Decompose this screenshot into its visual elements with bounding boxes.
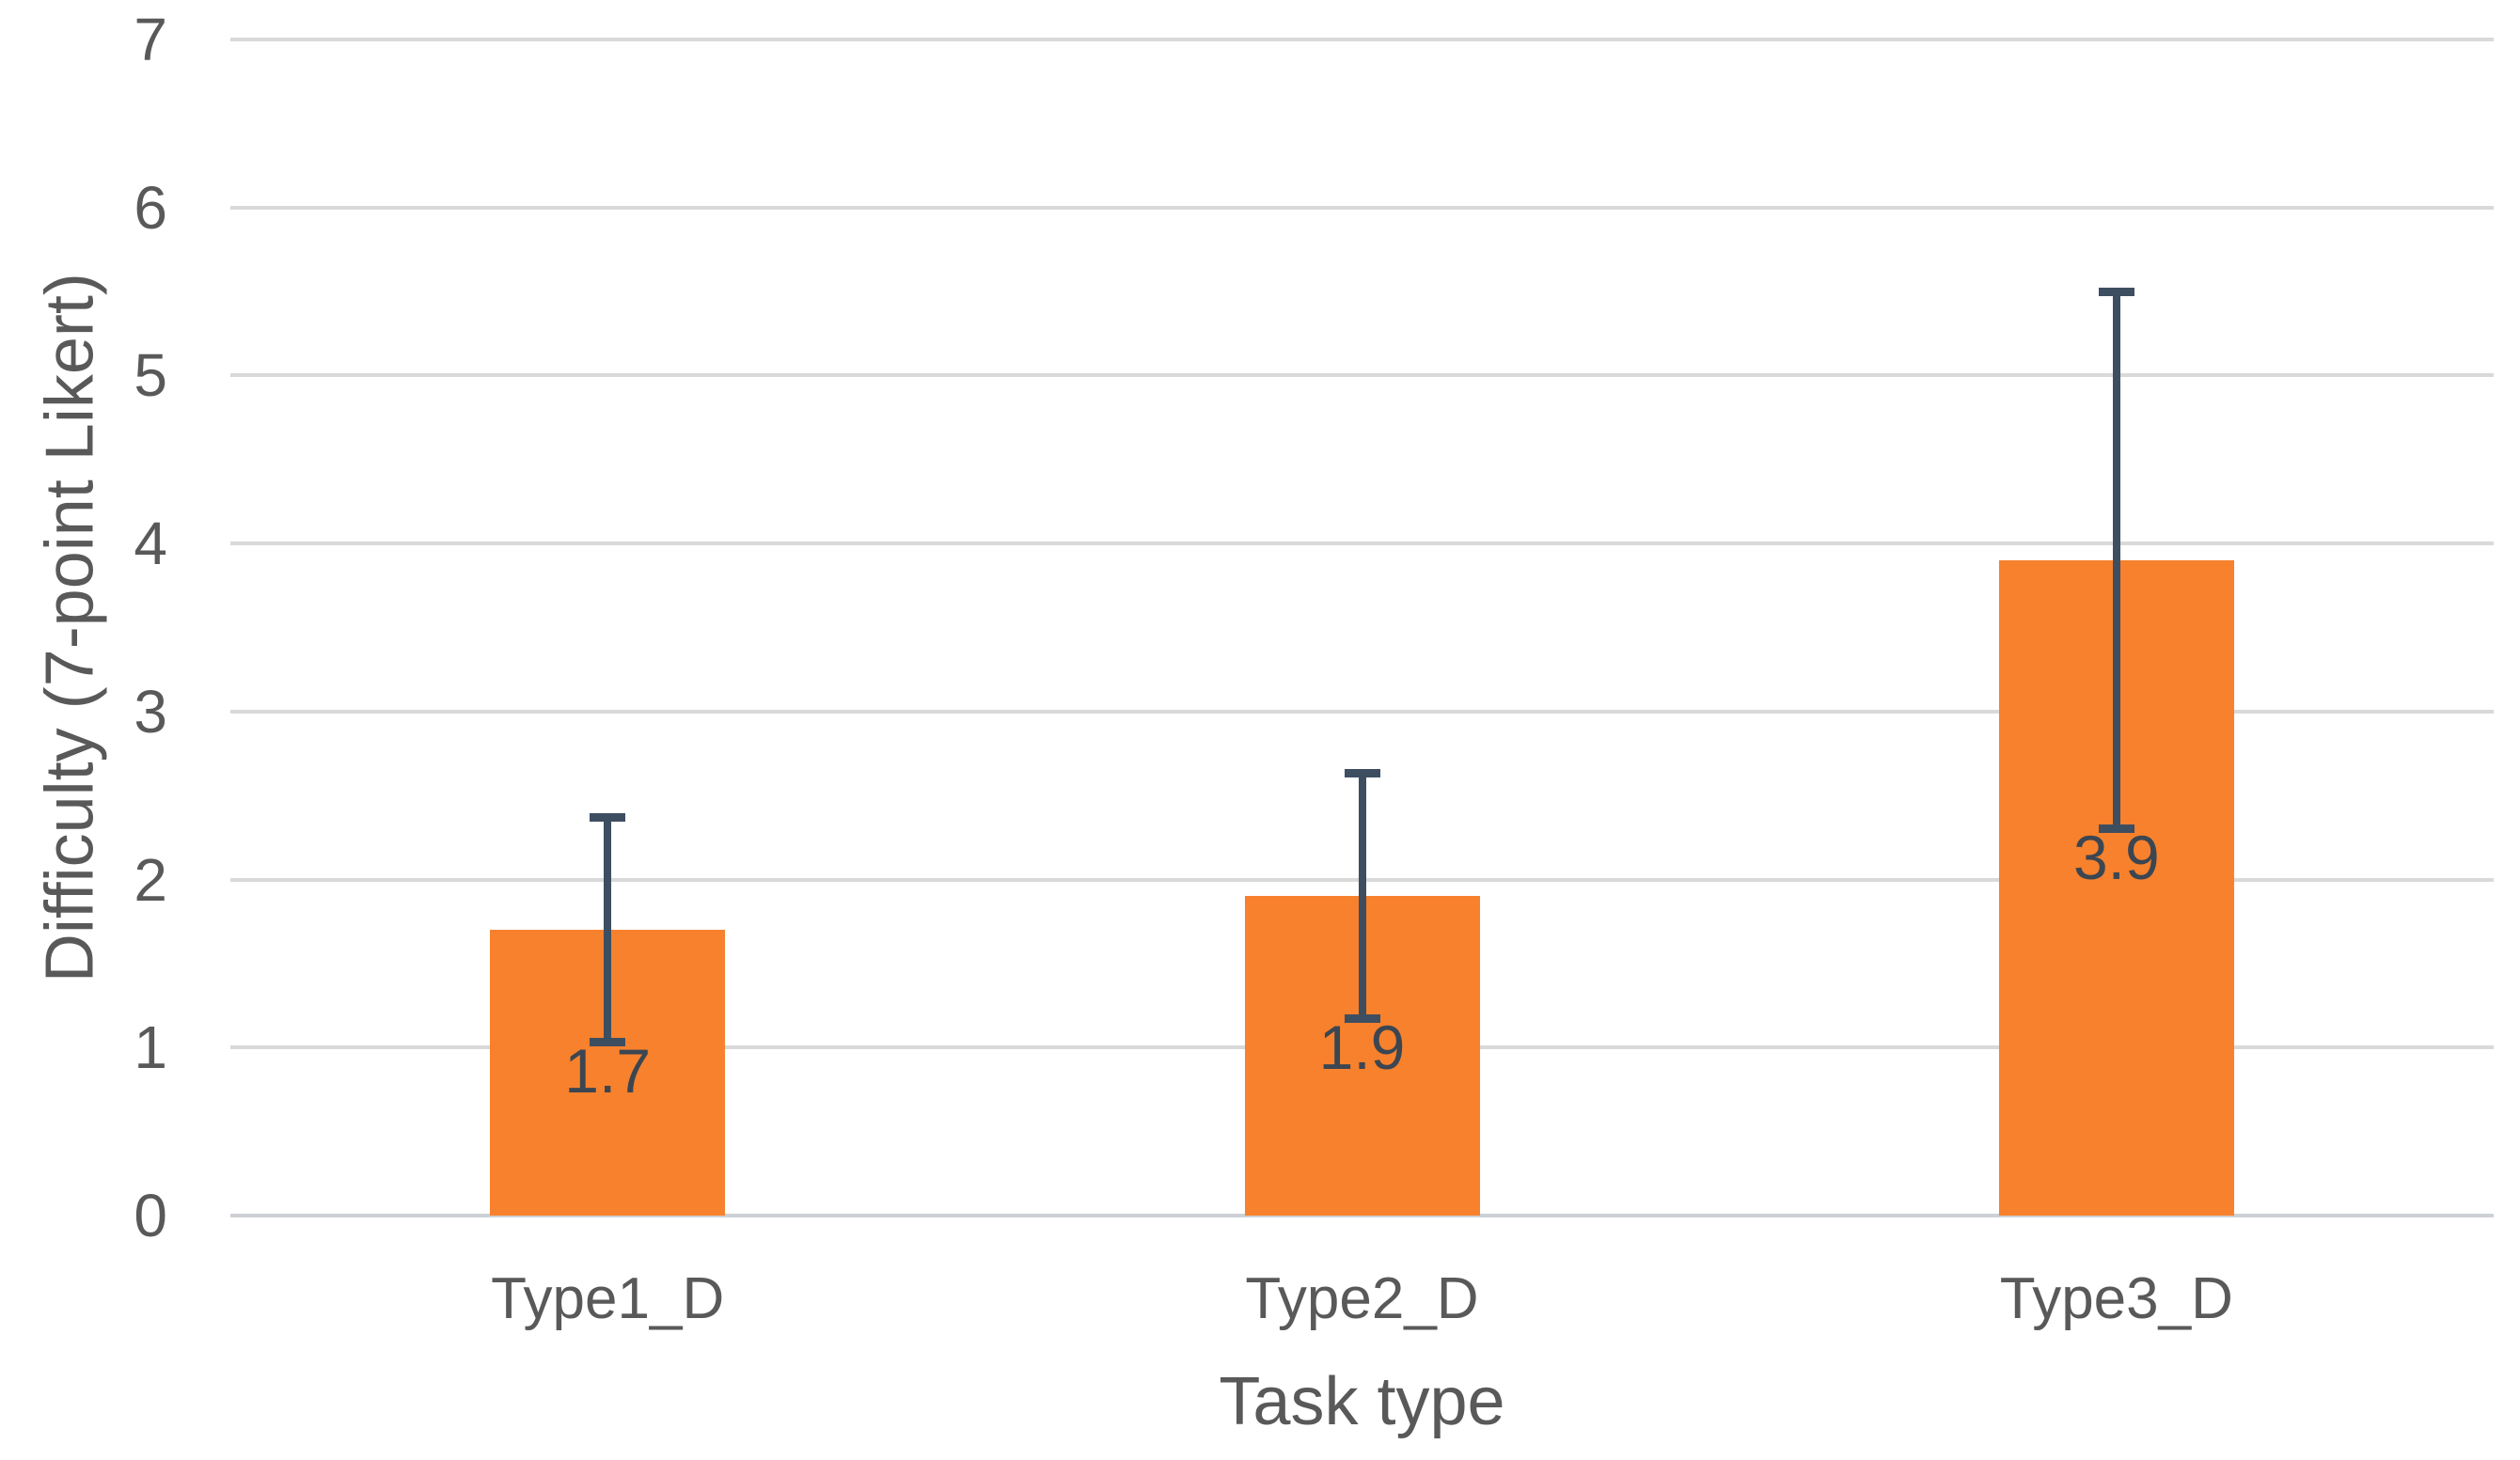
- y-tick-label: 7: [134, 6, 167, 73]
- error-bar-top-cap: [2098, 287, 2134, 296]
- data-label: 3.9: [2072, 822, 2160, 892]
- y-tick-label: 3: [134, 677, 167, 746]
- y-tick-label: 4: [134, 510, 167, 578]
- y-tick-label: 5: [134, 341, 167, 410]
- x-axis-baseline: [230, 1214, 2494, 1217]
- x-category-label: Type1_D: [491, 1266, 725, 1331]
- data-label: 1.9: [1318, 1012, 1406, 1082]
- y-tick-label: 6: [134, 173, 167, 242]
- error-bar-line: [2112, 291, 2120, 829]
- y-axis-title: Difficulty (7-point Likert): [32, 272, 108, 982]
- y-gridline: [230, 709, 2494, 714]
- error-bar-bottom-cap: [2098, 824, 2134, 834]
- error-bar-bottom-cap: [590, 1038, 626, 1047]
- y-gridline: [230, 373, 2494, 378]
- x-category-label: Type2_D: [1245, 1266, 1479, 1331]
- error-bar-top-cap: [1344, 769, 1380, 778]
- error-bar-line: [1358, 773, 1366, 1019]
- error-bar-line: [604, 817, 612, 1043]
- y-tick-label: 2: [134, 845, 167, 914]
- y-gridline: [230, 38, 2494, 41]
- y-tick-label: 1: [134, 1013, 167, 1082]
- data-label: 1.7: [564, 1035, 652, 1106]
- error-bar-top-cap: [590, 812, 626, 822]
- x-axis-title: Task type: [1219, 1364, 1505, 1439]
- error-bar-bottom-cap: [1344, 1014, 1380, 1024]
- y-gridline: [230, 542, 2494, 546]
- y-gridline: [230, 205, 2494, 210]
- x-category-label: Type3_D: [1999, 1266, 2233, 1331]
- y-tick-label: 0: [134, 1182, 167, 1249]
